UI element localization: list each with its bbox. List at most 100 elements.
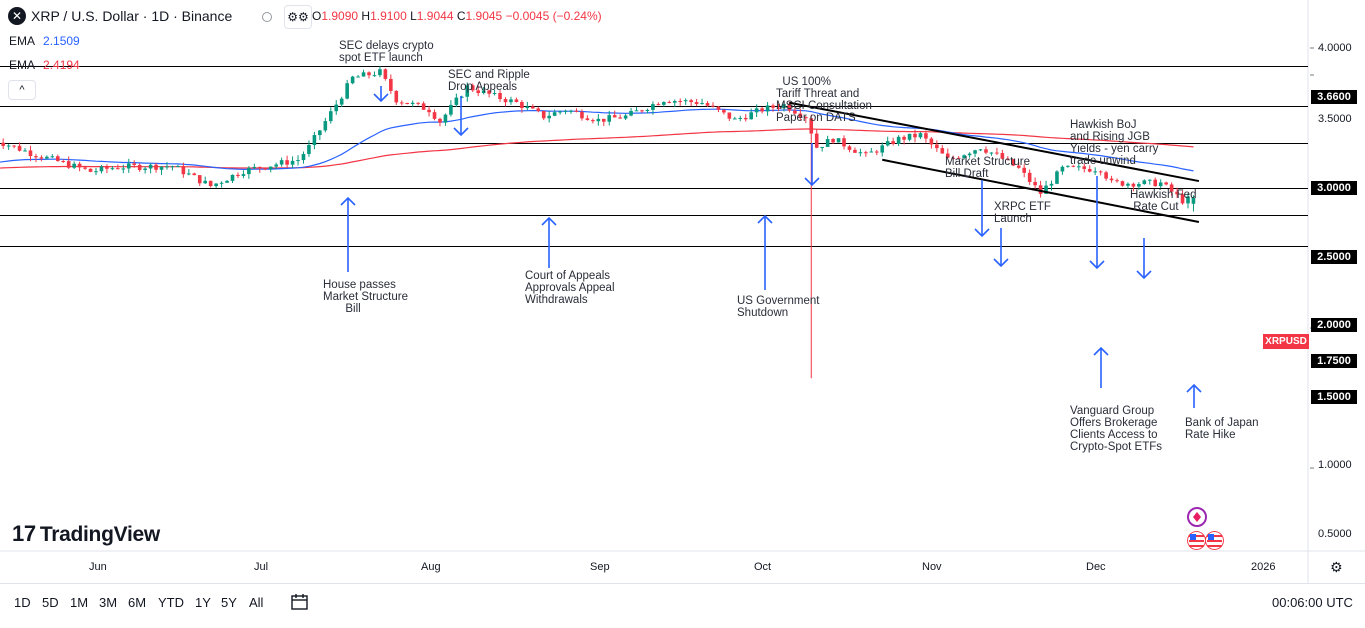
candle-body (116, 168, 120, 170)
range-all-button[interactable]: All (249, 595, 264, 610)
candle-body (105, 166, 109, 169)
time-tick: Jun (89, 561, 107, 573)
date-range-icon[interactable] (290, 592, 310, 612)
candle-body (842, 138, 846, 147)
time-tick: Dec (1086, 561, 1106, 573)
low-value: 1.9044 (416, 9, 454, 23)
candle-body (1087, 168, 1092, 172)
candle-body (531, 106, 535, 109)
range-ytd-button[interactable]: YTD (158, 595, 184, 610)
ohlc-readout: O1.9090 H1.9100 L1.9044 C1.9045 −0.0045 … (312, 9, 602, 23)
candle-body (918, 133, 923, 138)
candle-body (121, 168, 126, 170)
price-tick: 0.5000 (1318, 528, 1352, 540)
candle-body (181, 166, 186, 175)
candle-body (389, 78, 393, 91)
collapse-legend-button[interactable]: ^ (8, 80, 36, 100)
candle-body (951, 157, 956, 159)
candle-body (563, 110, 568, 112)
candle-body (743, 117, 748, 120)
time-tick: 2026 (1251, 561, 1276, 573)
range-1y-button[interactable]: 1Y (195, 595, 211, 610)
candle-body (645, 109, 650, 112)
candle-body (236, 174, 240, 176)
candle-body (1, 142, 5, 146)
high-label: H (361, 9, 371, 23)
candle-body (394, 90, 399, 103)
annotation-arrowhead (541, 216, 557, 226)
candle-body (12, 145, 16, 147)
close-label: C (456, 9, 466, 23)
candle-body (219, 182, 224, 184)
bottom-toolbar (0, 583, 1365, 628)
symbol-title[interactable]: XRP / U.S. Dollar · 1D · Binance (31, 8, 233, 24)
annotation-arrowhead (1089, 260, 1105, 270)
candle-body (274, 164, 278, 167)
us-flag-icon[interactable] (1205, 531, 1224, 550)
candle-body (765, 105, 770, 112)
candle-body (672, 101, 677, 103)
candle-body (323, 121, 328, 131)
range-1d-button[interactable]: 1D (14, 595, 31, 610)
candle-body (17, 145, 22, 151)
range-5y-button[interactable]: 5Y (221, 595, 237, 610)
candle-body (421, 103, 426, 110)
price-tick: 3.5000 (1318, 113, 1352, 125)
range-5d-button[interactable]: 5D (42, 595, 59, 610)
candle-body (1142, 180, 1147, 185)
candle-body (536, 108, 541, 112)
candle-body (885, 141, 890, 146)
candle-body (1191, 197, 1196, 204)
candle-body (787, 104, 792, 111)
us-flag-icon[interactable] (1187, 531, 1206, 550)
candle-body (197, 175, 202, 184)
candle-body (1115, 180, 1119, 182)
range-1m-button[interactable]: 1M (70, 595, 89, 610)
candle-body (733, 118, 737, 120)
axis-settings-icon[interactable]: ⚙ (1330, 559, 1343, 575)
candle-body (1011, 159, 1016, 166)
candle-body (662, 102, 666, 105)
candle-body (110, 168, 115, 170)
candle-body (1169, 184, 1174, 192)
candle-body (831, 139, 835, 143)
annotation-tariff: US 100% Tariff Threat and MSCI Consultat… (776, 76, 872, 124)
annotation-xrpc-etf: XRPC ETF Launch (994, 201, 1051, 225)
candle-body (956, 157, 961, 159)
price-chart[interactable] (0, 0, 1365, 583)
candle-body (514, 99, 519, 102)
candle-body (378, 69, 382, 76)
candle-body (1049, 183, 1054, 186)
candle-body (869, 151, 874, 153)
range-3m-button[interactable]: 3M (99, 595, 118, 610)
candle-body (1000, 153, 1005, 159)
annotation-house-passes: House passes Market Structure Bill (323, 279, 408, 315)
ema-fast-legend[interactable]: EMA 2.1509 (9, 34, 80, 48)
candle-body (410, 102, 415, 105)
candle-body (793, 110, 797, 114)
tradingview-brand-text: TradingView (39, 523, 160, 546)
candle-body (503, 99, 508, 103)
clock-readout[interactable]: 00:06:00 UTC (1272, 595, 1353, 610)
candle-body (268, 166, 273, 170)
candle-body (498, 93, 502, 100)
candle-body (694, 102, 699, 105)
candle-body (328, 111, 333, 122)
indicator-settings-button[interactable]: ⚙⚙ (284, 5, 312, 29)
candle-body (159, 166, 164, 170)
ema-slow-legend[interactable]: EMA 2.4194 (9, 58, 80, 72)
annotation-hawkish-boj: Hawkish BoJ and Rising JGB Yields - yen … (1070, 119, 1159, 167)
candle-body (50, 156, 55, 158)
candle-body (99, 166, 104, 172)
candle-body (940, 148, 945, 154)
candle-body (825, 139, 830, 147)
trendline (882, 158, 1200, 224)
candle-body (356, 76, 360, 78)
range-6m-button[interactable]: 6M (128, 595, 147, 610)
ema-slow-label: EMA (9, 58, 36, 72)
candle-body (547, 115, 551, 119)
candle-body (476, 90, 480, 94)
annotation-arrowhead (757, 214, 773, 224)
ai-sparkle-icon[interactable] (1184, 506, 1212, 530)
candle-body (771, 105, 775, 108)
